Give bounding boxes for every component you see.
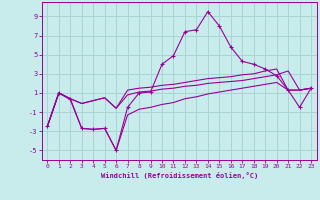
X-axis label: Windchill (Refroidissement éolien,°C): Windchill (Refroidissement éolien,°C) [100, 172, 258, 179]
